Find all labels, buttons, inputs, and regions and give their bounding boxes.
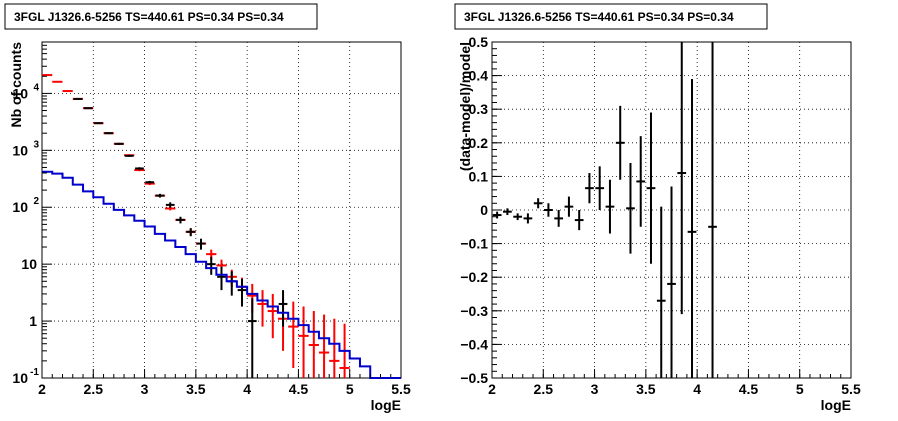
x-tick-label: 2 bbox=[488, 381, 496, 397]
x-tick-label: 4 bbox=[243, 381, 251, 397]
y-tick-label: −0.1 bbox=[460, 236, 488, 252]
counts-grid bbox=[42, 42, 401, 378]
residuals-grid bbox=[492, 42, 851, 378]
x-tick-label: 3 bbox=[591, 381, 599, 397]
x-tick-label: 5 bbox=[796, 381, 804, 397]
y-tick-exponent: 2 bbox=[33, 196, 39, 207]
y-tick-exponent: 3 bbox=[33, 139, 39, 150]
counts-frame bbox=[41, 41, 402, 379]
x-tick-label: 2.5 bbox=[84, 381, 104, 397]
y-tick-label: 10 bbox=[12, 370, 28, 386]
residuals-title: 3FGL J1326.6-5256 TS=440.61 PS=0.34 PS=0… bbox=[464, 10, 734, 24]
y-tick-label: 1 bbox=[29, 313, 37, 329]
y-tick-label: −0.2 bbox=[460, 269, 488, 285]
residuals-marks bbox=[492, 42, 717, 378]
residuals-title-box bbox=[454, 3, 768, 30]
x-tick-label: 3.5 bbox=[186, 381, 206, 397]
x-tick-label: 5.5 bbox=[391, 381, 411, 397]
y-tick-label: 0 bbox=[480, 202, 488, 218]
counts-marks bbox=[42, 74, 401, 379]
y-tick-label: 0.2 bbox=[469, 135, 489, 151]
y-tick-label: −0.4 bbox=[460, 336, 488, 352]
y-tick-label: 0.4 bbox=[469, 68, 489, 84]
counts-x-ticks: 2 2.5 3 3.5 4 4.5 5 5.5 bbox=[38, 369, 411, 397]
x-tick-label: 5.5 bbox=[841, 381, 861, 397]
x-tick-label: 5 bbox=[346, 381, 354, 397]
x-tick-label: 3.5 bbox=[636, 381, 656, 397]
y-tick-label: 0.3 bbox=[469, 101, 489, 117]
counts-x-label: logE bbox=[371, 397, 401, 413]
y-tick-label: 10 bbox=[21, 256, 37, 272]
y-tick-label: −0.5 bbox=[460, 370, 488, 386]
y-tick-label: 10 bbox=[12, 85, 28, 101]
x-tick-label: 2 bbox=[38, 381, 46, 397]
x-tick-label: 2.5 bbox=[534, 381, 554, 397]
x-tick-label: 4 bbox=[693, 381, 701, 397]
y-tick-exponent: -1 bbox=[30, 367, 39, 378]
x-tick-label: 3 bbox=[141, 381, 149, 397]
residuals-panel: 2 2.5 3 3.5 4 4.5 5 5.5 −0.5 −0.4 −0.3 −0.2 −0.1 0 0.… bbox=[454, 3, 861, 413]
residuals-y-label: (data-model)/model bbox=[457, 42, 473, 171]
residuals-x-label: logE bbox=[821, 397, 851, 413]
x-tick-label: 4.5 bbox=[289, 381, 309, 397]
residuals-y-ticks: −0.5 −0.4 −0.3 −0.2 −0.1 0 0.1 0.2 0.3 0.4 0.5 bbox=[460, 34, 502, 386]
x-tick-label: 4.5 bbox=[739, 381, 759, 397]
y-tick-label: 10 bbox=[12, 142, 28, 158]
y-tick-exponent: 4 bbox=[33, 82, 39, 93]
residuals-x-ticks: 2 2.5 3 3.5 4 4.5 5 5.5 bbox=[488, 369, 861, 397]
counts-title-box bbox=[4, 3, 318, 30]
y-tick-label: −0.3 bbox=[460, 303, 488, 319]
model-step-line bbox=[42, 170, 401, 379]
counts-title: 3FGL J1326.6-5256 TS=440.61 PS=0.34 PS=0… bbox=[14, 10, 284, 24]
counts-y-label: Nb of counts bbox=[8, 42, 24, 128]
y-tick-label: 0.5 bbox=[469, 34, 489, 50]
y-tick-label: 0.1 bbox=[469, 168, 489, 184]
y-tick-label: 10 bbox=[12, 199, 28, 215]
